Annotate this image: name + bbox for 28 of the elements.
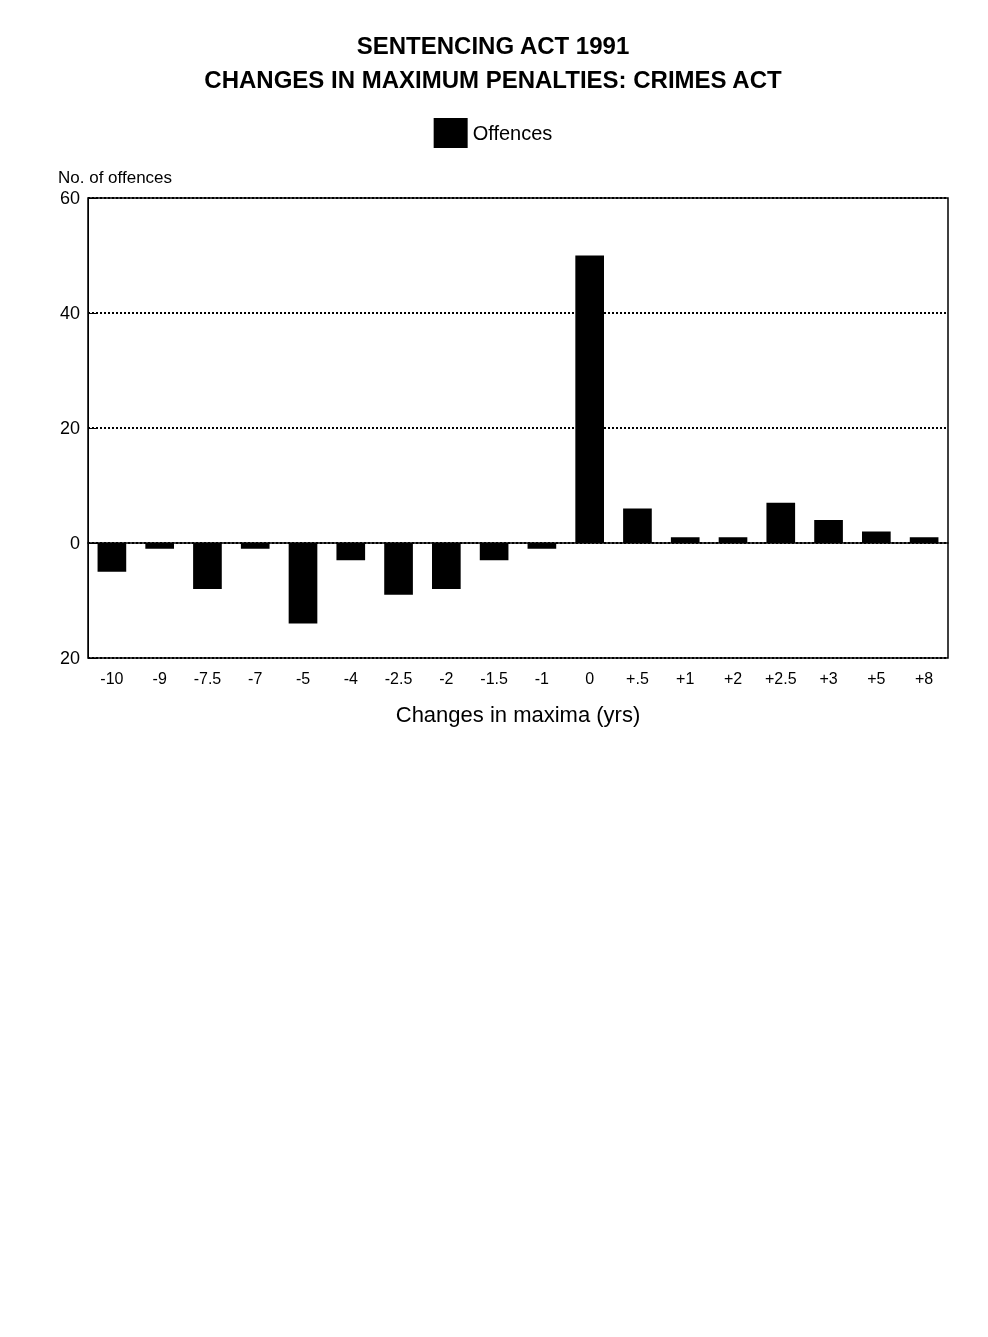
x-tick-label: -1 — [534, 669, 550, 687]
x-tick-label: -2 — [439, 669, 454, 687]
legend-label: Offences — [472, 122, 553, 144]
x-axis-title: Changes in maxima (yrs) — [395, 701, 641, 727]
x-tick-label: -5 — [295, 669, 311, 687]
x-tick-label: -7 — [248, 669, 263, 687]
y-tick-label: 20 — [59, 648, 80, 668]
x-tick-label: 0 — [585, 669, 595, 687]
x-tick-label: +5 — [867, 669, 886, 687]
chart-subtitle: CHANGES IN MAXIMUM PENALTIES: CRIMES ACT — [204, 65, 782, 93]
x-tick-label: -7.5 — [193, 669, 222, 687]
y-tick-label: 60 — [59, 188, 80, 208]
x-tick-label: +1 — [676, 669, 695, 687]
x-tick-label: +3 — [819, 669, 838, 687]
x-tick-label: -9 — [152, 669, 167, 687]
x-tick-label: -10 — [100, 669, 124, 687]
x-tick-label: -2.5 — [384, 669, 413, 687]
chart-title: SENTENCING ACT 1991 — [356, 31, 630, 59]
y-tick-label: 0 — [69, 533, 80, 553]
x-tick-label: +2 — [723, 669, 743, 687]
x-tick-label: -1.5 — [480, 669, 508, 687]
x-tick-label: -4 — [343, 669, 358, 687]
y-axis-title: No. of offences — [58, 168, 173, 187]
y-tick-label: 40 — [59, 303, 80, 323]
y-tick-label: 20 — [59, 418, 80, 438]
x-tick-label: +2.5 — [764, 669, 797, 687]
x-tick-label: +8 — [914, 669, 934, 687]
x-tick-label: +.5 — [626, 669, 649, 687]
